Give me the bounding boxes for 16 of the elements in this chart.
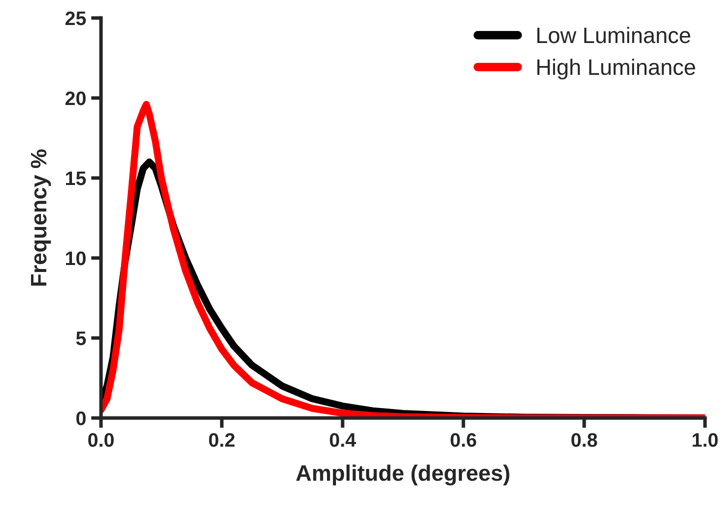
y-tick-label: 5: [76, 332, 86, 346]
y-axis-title: Frequency %: [30, 149, 51, 286]
y-tick-label: 10: [66, 251, 86, 266]
x-tick-label: 0.6: [450, 433, 476, 447]
legend-label: Low Luminance: [537, 26, 690, 44]
y-tick-label: 15: [66, 172, 86, 186]
x-tick-label: 0.4: [330, 433, 356, 447]
x-tick-label: 0.8: [571, 433, 598, 447]
x-axis-title: Amplitude (degrees): [296, 464, 510, 486]
x-tick-label: 1.0: [692, 433, 718, 447]
y-tick-label: 20: [65, 91, 86, 106]
x-tick-label: 0.2: [209, 433, 235, 447]
legend-label: High Luminance: [537, 58, 696, 80]
y-tick-label: 25: [65, 11, 86, 26]
y-tick-label: 0: [76, 411, 86, 426]
x-tick-label: 0.0: [88, 433, 114, 447]
